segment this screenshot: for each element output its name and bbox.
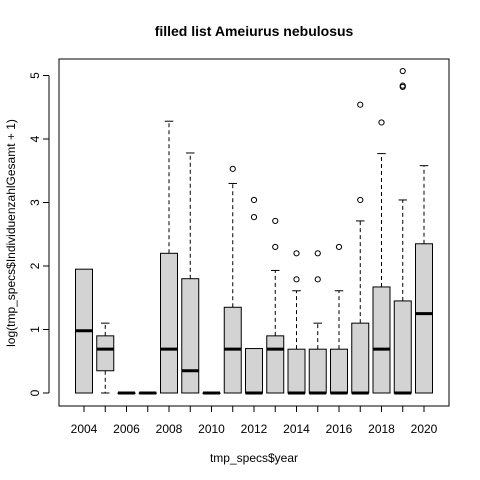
outlier-point bbox=[293, 276, 300, 283]
box-body bbox=[96, 335, 115, 372]
box-body bbox=[415, 243, 433, 394]
y-tick-label: 5 bbox=[28, 72, 42, 79]
outlier-point bbox=[335, 243, 343, 251]
outlier-point bbox=[399, 82, 406, 89]
outlier-point bbox=[399, 67, 406, 75]
x-tick-label: 2016 bbox=[326, 422, 353, 436]
box-body bbox=[372, 286, 391, 394]
box-body bbox=[160, 252, 178, 394]
box-2016 bbox=[330, 243, 348, 395]
x-tick-label: 2010 bbox=[198, 422, 225, 436]
x-tick-label: 2014 bbox=[283, 422, 310, 436]
outlier-point bbox=[250, 214, 258, 221]
y-tick-label: 2 bbox=[28, 262, 42, 269]
y-tick-label: 1 bbox=[28, 326, 42, 333]
box-2006 bbox=[117, 391, 136, 395]
box-2011 bbox=[223, 165, 242, 394]
y-axis: 0 1 2 3 4 5 bbox=[28, 72, 50, 396]
x-tick-label: 2018 bbox=[368, 422, 395, 436]
box-2007 bbox=[138, 391, 157, 395]
box-2013 bbox=[266, 217, 285, 394]
box-2012 bbox=[245, 196, 263, 395]
box-body bbox=[245, 348, 263, 394]
box-body bbox=[330, 348, 348, 394]
x-axis-label: tmp_specs$year bbox=[210, 451, 298, 465]
x-axis: 2004 2006 2008 2010 2012 2014 2016 2018 2020 bbox=[71, 405, 438, 436]
outlier-point bbox=[378, 119, 385, 126]
boxes bbox=[75, 67, 433, 395]
y-axis-label: log(tmp_specs$IndividuenzahlGesamt + 1) bbox=[4, 119, 18, 347]
x-tick-label: 2012 bbox=[241, 422, 268, 436]
outlier-point bbox=[357, 196, 364, 204]
box-2014 bbox=[287, 250, 306, 395]
outlier-point bbox=[250, 196, 258, 204]
box-body bbox=[287, 348, 306, 394]
chart-title: filled list Ameiurus nebulosus bbox=[155, 23, 354, 39]
box-2009 bbox=[181, 152, 200, 394]
outlier-point bbox=[229, 165, 236, 172]
box-2018 bbox=[372, 119, 391, 394]
box-body bbox=[308, 348, 327, 394]
box-body bbox=[181, 278, 200, 394]
box-body bbox=[393, 300, 412, 394]
box-2020 bbox=[415, 165, 433, 394]
box-body bbox=[266, 335, 285, 394]
box-body bbox=[351, 322, 370, 394]
box-2005 bbox=[96, 322, 115, 394]
x-tick-label: 2020 bbox=[411, 422, 438, 436]
box-2008 bbox=[160, 120, 178, 394]
y-tick-label: 3 bbox=[28, 199, 42, 206]
outlier-point bbox=[314, 276, 321, 283]
x-tick-label: 2008 bbox=[156, 422, 183, 436]
box-2015 bbox=[308, 250, 327, 395]
box-2017 bbox=[351, 101, 370, 395]
x-tick-label: 2006 bbox=[113, 422, 140, 436]
outlier-point bbox=[314, 250, 321, 257]
y-tick-label: 4 bbox=[28, 135, 42, 142]
outlier-point bbox=[293, 250, 300, 257]
y-tick-label: 0 bbox=[28, 389, 42, 396]
box-2010 bbox=[202, 391, 221, 395]
box-2019 bbox=[393, 67, 412, 395]
box-2004 bbox=[75, 268, 93, 394]
x-tick-label: 2004 bbox=[71, 422, 98, 436]
outlier-point bbox=[357, 101, 364, 108]
outlier-point bbox=[272, 243, 279, 251]
outlier-point bbox=[272, 217, 279, 225]
